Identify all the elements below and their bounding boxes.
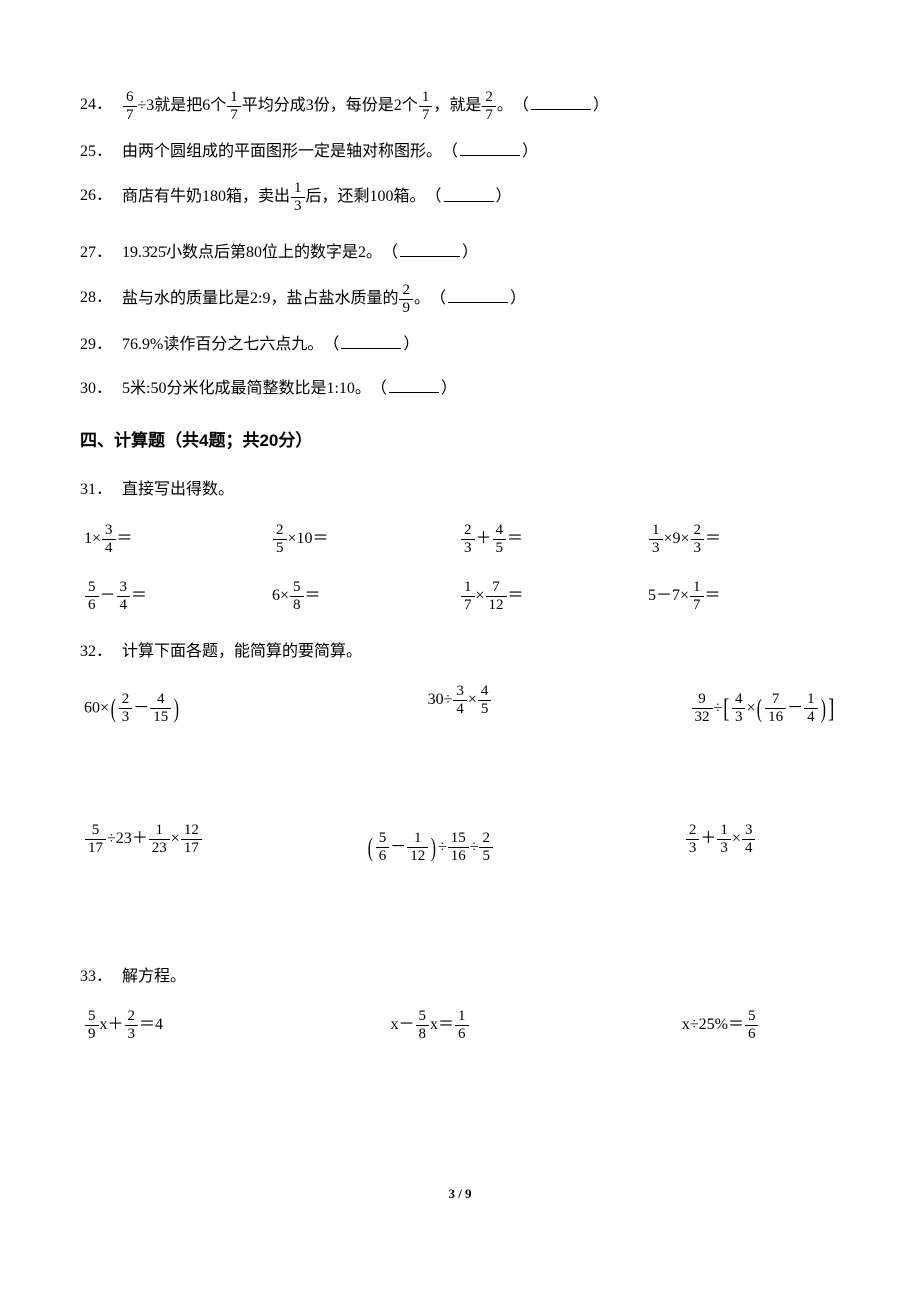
calc-row-1: 1×34＝ 25×10＝ 23＋45＝ 13×9×23＝	[80, 523, 840, 556]
fraction: 17	[227, 90, 241, 123]
answer-blank[interactable]	[444, 188, 494, 202]
qnum-24: 24．	[80, 90, 122, 120]
prob-item: (56－112)÷1516÷25	[315, 823, 546, 872]
fraction: 13	[291, 181, 305, 214]
qtext-25: 由两个圆组成的平面图形一定是轴对称图形。 （）	[122, 137, 840, 167]
qtext-32: 计算下面各题，能简算的要简算。	[122, 637, 840, 667]
answer-blank[interactable]	[389, 379, 439, 393]
answer-blank[interactable]	[400, 243, 460, 257]
question-25: 25． 由两个圆组成的平面图形一定是轴对称图形。 （）	[80, 137, 840, 167]
prob-item: 23＋13×34	[545, 823, 836, 872]
eq-item: x－58x＝16	[315, 1009, 546, 1042]
qtext-31: 直接写出得数。	[122, 475, 840, 505]
prob-item: 517÷23＋123×1217	[84, 823, 315, 872]
qtext-33: 解方程。	[122, 962, 840, 992]
qnum-25: 25．	[80, 137, 122, 167]
fraction: 17	[419, 90, 433, 123]
qtext-28: 盐与水的质量比是2:9，盐占盐水质量的29。 （）	[122, 283, 840, 316]
question-30: 30． 5米:50分米化成最简整数比是1:10。 （）	[80, 374, 840, 404]
qnum-32: 32．	[80, 637, 122, 667]
calc-item: 6×58＝	[272, 580, 460, 613]
calc-item: 23＋45＝	[460, 523, 648, 556]
calc-item: 56－34＝	[84, 580, 272, 613]
question-27: 27． 19.3̇25̇小数点后第80位上的数字是2。 （）	[80, 238, 840, 268]
qnum-30: 30．	[80, 374, 122, 404]
equations-row: 59x＋23＝4 x－58x＝16 x÷25%＝56	[80, 1009, 840, 1042]
question-24: 24． 67÷3就是把6个17平均分成3份，每份是2个17，就是27。 （）	[80, 90, 840, 123]
qtext-29: 76.9%读作百分之七六点九。 （）	[122, 330, 840, 360]
fraction: 29	[399, 283, 413, 316]
eq-item: 59x＋23＝4	[84, 1009, 315, 1042]
question-26: 26． 商店有牛奶180箱，卖出13后，还剩100箱。 （）	[80, 181, 840, 214]
fraction: 27	[482, 90, 496, 123]
question-33: 33． 解方程。	[80, 962, 840, 992]
prob-item: 932÷[43×(716－14)]	[585, 684, 836, 733]
question-28: 28． 盐与水的质量比是2:9，盐占盐水质量的29。 （）	[80, 283, 840, 316]
section-4-title: 四、计算题（共4题；共20分）	[80, 425, 840, 457]
qnum-29: 29．	[80, 330, 122, 360]
question-29: 29． 76.9%读作百分之七六点九。 （）	[80, 330, 840, 360]
answer-blank[interactable]	[531, 96, 591, 110]
calc-item: 5－7×17＝	[648, 580, 836, 613]
calc-item: 17×712＝	[460, 580, 648, 613]
fraction: 67	[123, 90, 137, 123]
answer-blank[interactable]	[341, 335, 401, 349]
answer-blank[interactable]	[448, 289, 508, 303]
qnum-31: 31．	[80, 475, 122, 505]
question-32: 32． 计算下面各题，能简算的要简算。	[80, 637, 840, 667]
calc-row-2: 56－34＝ 6×58＝ 17×712＝ 5－7×17＝	[80, 580, 840, 613]
calc-item: 25×10＝	[272, 523, 460, 556]
prob-item: 60×(23－415)	[84, 684, 335, 733]
qtext-27: 19.3̇25̇小数点后第80位上的数字是2。 （）	[122, 238, 840, 268]
answer-blank[interactable]	[460, 142, 520, 156]
eq-item: x÷25%＝56	[545, 1009, 836, 1042]
qtext-30: 5米:50分米化成最简整数比是1:10。 （）	[122, 374, 840, 404]
qnum-33: 33．	[80, 962, 122, 992]
problems-row-2: 517÷23＋123×1217 (56－112)÷1516÷25 23＋13×3…	[80, 823, 840, 872]
calc-item: 13×9×23＝	[648, 523, 836, 556]
question-31: 31． 直接写出得数。	[80, 475, 840, 505]
qtext-24: 67÷3就是把6个17平均分成3份，每份是2个17，就是27。 （）	[122, 90, 840, 123]
prob-item: 30÷34×45	[335, 684, 586, 733]
problems-row-1: 60×(23－415) 30÷34×45 932÷[43×(716－14)]	[80, 684, 840, 733]
qtext-26: 商店有牛奶180箱，卖出13后，还剩100箱。 （）	[122, 181, 840, 214]
qnum-28: 28．	[80, 283, 122, 313]
page-footer: 3 / 9	[80, 1182, 840, 1207]
qnum-26: 26．	[80, 181, 122, 211]
calc-item: 1×34＝	[84, 523, 272, 556]
qnum-27: 27．	[80, 238, 122, 268]
